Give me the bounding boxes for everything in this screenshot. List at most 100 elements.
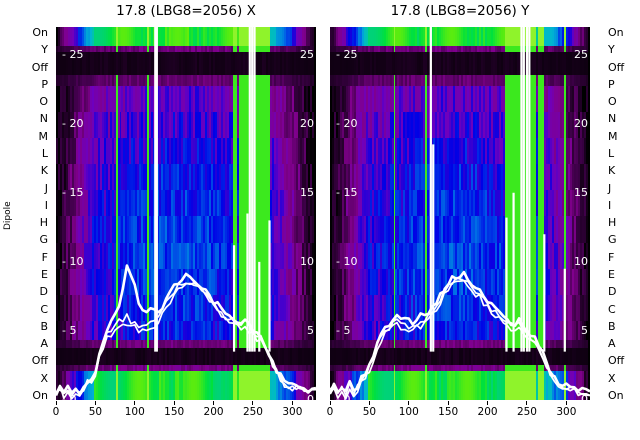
- xtick-mark: [526, 401, 528, 405]
- heatmap-band: [56, 27, 316, 46]
- category-label-left-17: B: [40, 319, 48, 333]
- xtick-label: 0: [52, 406, 60, 418]
- xtick-mark: [565, 401, 567, 405]
- heatmap-band: [56, 320, 316, 340]
- xtick-right-4: 200: [468, 401, 508, 418]
- category-label-left-0: On: [32, 26, 48, 39]
- category-label-left-19: Off: [31, 354, 48, 368]
- category-label-right-13: F: [608, 250, 615, 264]
- overlay-curve-2: [330, 279, 590, 400]
- xtick-left-3: 150: [154, 401, 194, 418]
- xtick-mark: [134, 401, 136, 405]
- xtick-right-6: 300: [546, 401, 586, 418]
- x-axis-right: 0 50 100 150 200 250 300: [327, 401, 590, 427]
- xtick-mark: [368, 401, 370, 405]
- xtick-mark: [252, 401, 254, 405]
- category-label-left-21: On: [32, 389, 48, 402]
- overlay-curves: [330, 27, 590, 400]
- heatmap-band: [330, 347, 590, 365]
- xtick-right-0: 0: [310, 401, 350, 418]
- category-label-left-16: C: [40, 302, 48, 316]
- category-label-left-10: I: [44, 198, 48, 212]
- xtick-mark: [94, 401, 96, 405]
- xtick-left-2: 100: [115, 401, 155, 418]
- heatmap-band: [330, 45, 590, 53]
- overlay-curves: [56, 27, 316, 400]
- xtick-right-3: 150: [428, 401, 468, 418]
- category-label-left-9: J: [44, 181, 48, 195]
- category-axis-right: On Y Off P O N M L K J I H G F E D C B A Off X On: [608, 0, 640, 440]
- category-label-right-14: E: [608, 268, 615, 281]
- category-label-left-11: H: [39, 216, 48, 230]
- heatmap-band: [56, 164, 316, 191]
- x-axis-left: 0 50 100 150 200 250 300: [53, 401, 316, 427]
- category-label-right-17: B: [608, 319, 616, 333]
- overlay-curve-1: [330, 277, 590, 397]
- category-label-right-5: N: [608, 112, 617, 126]
- category-label-right-12: G: [608, 233, 617, 247]
- heatmap-band: [330, 27, 590, 46]
- heatmap-band: [56, 112, 316, 139]
- heatmap-band: [330, 85, 590, 113]
- xtick-mark: [487, 401, 489, 405]
- category-label-right-4: O: [608, 95, 617, 109]
- xtick-mark: [408, 401, 410, 405]
- heatmap-band: [330, 339, 590, 348]
- heatmap-band: [56, 74, 316, 86]
- heatmap-band: [56, 85, 316, 113]
- xtick-label: 200: [477, 406, 498, 418]
- category-label-right-19: Off: [608, 354, 625, 368]
- category-label-right-20: X: [608, 371, 616, 385]
- heatmap-band: [56, 294, 316, 321]
- xtick-label: 100: [124, 406, 145, 418]
- category-label-right-3: P: [608, 77, 615, 91]
- xtick-left-5: 250: [233, 401, 273, 418]
- category-label-right-9: J: [608, 181, 612, 195]
- xtick-right-2: 100: [389, 401, 429, 418]
- xtick-mark: [55, 401, 57, 405]
- category-label-left-12: G: [39, 233, 48, 247]
- category-label-left-1: Y: [41, 43, 48, 57]
- xtick-mark: [213, 401, 215, 405]
- category-label-left-13: F: [41, 250, 48, 264]
- category-label-right-21: On: [608, 389, 624, 402]
- heatmap-band: [330, 138, 590, 165]
- category-label-right-7: L: [608, 147, 615, 160]
- category-label-right-1: Y: [608, 43, 615, 57]
- overlay-curve-1: [56, 282, 316, 397]
- xtick-label: 150: [438, 406, 459, 418]
- category-label-right-10: I: [608, 198, 612, 212]
- category-label-left-6: M: [38, 129, 49, 143]
- xtick-label: 100: [398, 406, 419, 418]
- y-axis-label-left: Dipole: [3, 201, 13, 230]
- category-label-left-14: E: [41, 268, 48, 281]
- category-label-right-6: M: [608, 129, 618, 143]
- xtick-label: 300: [556, 406, 577, 418]
- xtick-label: 250: [516, 406, 537, 418]
- xtick-right-5: 250: [507, 401, 547, 418]
- category-label-left-2: Off: [31, 60, 48, 74]
- heatmap-band: [330, 112, 590, 139]
- xtick-left-0: 0: [36, 401, 76, 418]
- xtick-label: 200: [203, 406, 224, 418]
- heatmap-band: [56, 242, 316, 269]
- panel-title-right: 17.8 (LBG8=2056) Y: [390, 3, 530, 19]
- heatmap-band: [330, 364, 590, 372]
- xtick-mark: [291, 401, 293, 405]
- xtick-left-4: 200: [194, 401, 234, 418]
- category-label-right-15: D: [608, 285, 617, 299]
- category-label-left-8: K: [40, 164, 48, 178]
- category-label-right-2: Off: [608, 60, 625, 74]
- xtick-label: 250: [242, 406, 263, 418]
- category-label-left-5: N: [39, 112, 48, 126]
- category-label-right-18: A: [608, 337, 616, 351]
- xtick-label: 0: [326, 406, 334, 418]
- category-label-left-3: P: [41, 77, 48, 91]
- category-label-left-7: L: [41, 147, 48, 160]
- xtick-mark: [329, 401, 331, 405]
- xtick-label: 150: [164, 406, 185, 418]
- category-label-right-11: H: [608, 216, 617, 230]
